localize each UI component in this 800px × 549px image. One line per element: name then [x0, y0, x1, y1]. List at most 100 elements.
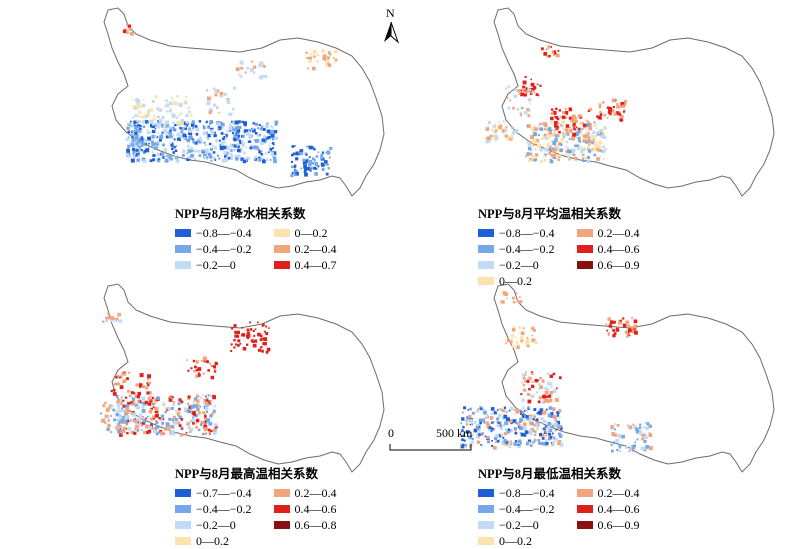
correlation-pixel — [562, 133, 566, 137]
correlation-pixel — [527, 114, 531, 117]
correlation-pixel — [125, 418, 128, 420]
correlation-pixel — [239, 60, 244, 65]
correlation-pixel — [325, 151, 328, 154]
correlation-pixel — [267, 139, 269, 141]
correlation-pixel — [199, 137, 202, 140]
correlation-pixel — [133, 124, 136, 126]
correlation-pixel — [623, 109, 626, 112]
correlation-pixel — [172, 415, 176, 419]
correlation-pixel — [541, 421, 544, 424]
correlation-pixel — [263, 342, 266, 345]
correlation-pixel — [126, 149, 130, 153]
correlation-pixel — [204, 415, 207, 418]
correlation-pixel — [190, 153, 194, 158]
correlation-pixel — [493, 135, 496, 138]
correlation-pixel — [322, 56, 326, 61]
correlation-pixel — [179, 120, 183, 125]
correlation-pixel — [464, 444, 467, 447]
correlation-pixel — [155, 141, 160, 146]
correlation-pixel — [542, 410, 547, 415]
legend-item: 0.2—0.4 — [273, 485, 337, 501]
correlation-pixel — [485, 421, 489, 425]
correlation-pixel — [519, 296, 521, 298]
correlation-pixel — [173, 145, 176, 149]
correlation-pixel — [606, 117, 609, 119]
correlation-pixel — [192, 126, 195, 129]
correlation-pixel — [188, 127, 191, 131]
legend-mean-temperature: NPP与8月平均温相关系数 −0.8—−0.4 −0.4—−0.2 −0.2—0 0—… — [478, 206, 640, 289]
correlation-pixel — [486, 424, 491, 429]
correlation-pixel — [198, 411, 201, 414]
correlation-pixel — [581, 154, 584, 157]
correlation-pixel — [193, 157, 197, 161]
correlation-pixel — [262, 158, 265, 161]
correlation-pixel — [126, 126, 130, 130]
correlation-pixel — [559, 425, 563, 428]
correlation-pixel — [313, 55, 316, 59]
correlation-pixel — [505, 126, 508, 129]
correlation-pixel — [473, 420, 477, 424]
correlation-pixel — [571, 136, 575, 141]
correlation-pixel — [321, 167, 325, 171]
correlation-pixel — [609, 320, 614, 325]
legend-label: 0.4—0.7 — [294, 258, 337, 272]
correlation-pixel — [560, 137, 565, 142]
correlation-pixel — [253, 339, 258, 343]
correlation-pixel — [155, 421, 159, 425]
correlation-pixel — [270, 149, 273, 152]
correlation-pixel — [208, 422, 213, 426]
correlation-pixel — [217, 126, 222, 131]
correlation-pixel — [608, 324, 612, 328]
correlation-pixel — [178, 103, 183, 107]
correlation-pixel — [263, 65, 266, 68]
correlation-pixel — [257, 332, 261, 337]
map-panel-mean-temperature — [400, 0, 800, 272]
correlation-pixel — [156, 141, 159, 144]
correlation-pixel — [526, 409, 529, 412]
correlation-pixel — [578, 139, 582, 143]
correlation-pixel — [514, 429, 517, 432]
correlation-pixel — [190, 123, 194, 127]
correlation-pixel — [245, 131, 250, 136]
map-panel-max-temperature — [0, 272, 400, 544]
correlation-pixel — [189, 146, 193, 151]
correlation-pixel — [552, 155, 557, 159]
correlation-pixel — [224, 158, 229, 163]
correlation-pixel — [214, 427, 217, 431]
correlation-pixel — [607, 332, 611, 335]
correlation-pixel — [600, 135, 603, 138]
correlation-pixel — [129, 120, 132, 123]
legend-item: −0.2—0 — [175, 517, 252, 533]
correlation-pixel — [628, 448, 631, 451]
correlation-pixel — [504, 292, 509, 297]
correlation-pixel — [519, 111, 523, 115]
correlation-pixel — [126, 432, 129, 435]
correlation-pixel — [538, 388, 540, 391]
correlation-pixel — [196, 138, 199, 141]
correlation-pixel — [635, 427, 639, 432]
correlation-pixel — [522, 85, 526, 89]
correlation-pixel — [118, 398, 123, 403]
correlation-pixel — [528, 388, 531, 391]
correlation-pixel — [154, 409, 158, 413]
correlation-pixel — [230, 157, 234, 160]
correlation-pixel — [554, 115, 556, 118]
correlation-pixel — [156, 152, 159, 156]
correlation-pixel — [588, 143, 591, 146]
correlation-pixel — [100, 412, 103, 415]
correlation-pixel — [505, 442, 509, 446]
correlation-pixel — [132, 154, 137, 159]
correlation-pixel — [149, 394, 153, 398]
correlation-pixel — [312, 66, 316, 71]
correlation-pixel — [483, 421, 486, 424]
correlation-pixel — [553, 54, 556, 57]
correlation-pixel — [568, 107, 572, 111]
correlation-pixel — [123, 372, 127, 376]
correlation-pixel — [293, 164, 297, 167]
correlation-pixel — [102, 320, 104, 323]
correlation-pixel — [195, 394, 200, 398]
correlation-pixel — [616, 105, 620, 109]
correlation-pixel — [163, 148, 167, 153]
correlation-pixel — [196, 403, 200, 407]
correlation-pixel — [234, 154, 236, 157]
